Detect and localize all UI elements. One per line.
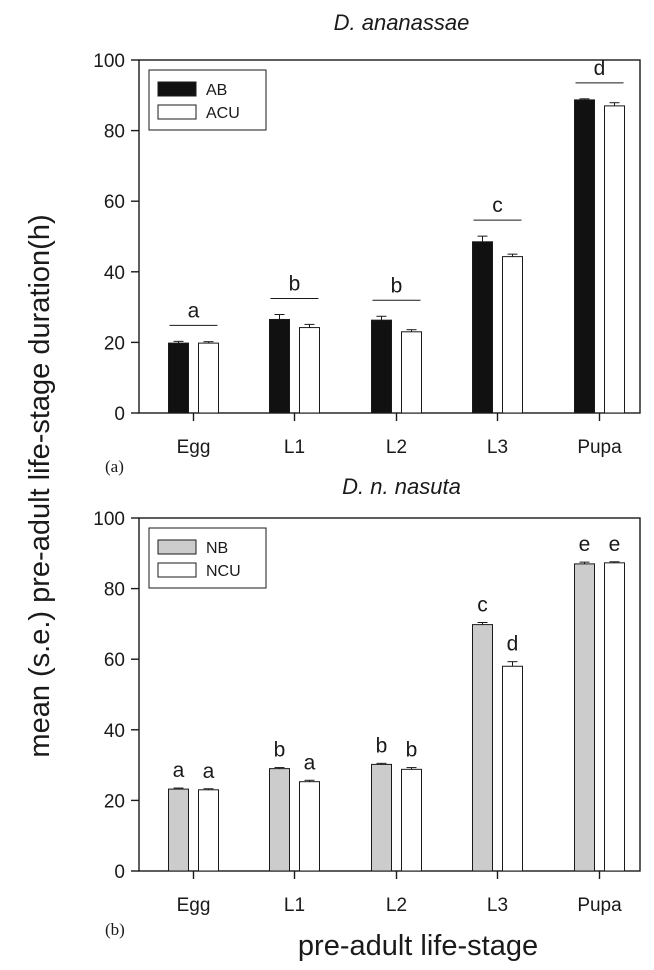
x-tick-label: Egg — [177, 895, 211, 916]
bar-ncu — [401, 768, 422, 872]
y-tick-label: 100 — [93, 509, 125, 530]
significance-letter: e — [609, 533, 621, 556]
bar-nb — [472, 624, 493, 872]
y-tick-label: 80 — [104, 122, 125, 143]
bar-ab — [168, 342, 189, 414]
x-axis-title: pre-adult life-stage — [298, 930, 538, 962]
bar-ncu — [299, 781, 320, 872]
y-tick-label: 20 — [104, 791, 125, 812]
significance-letter: c — [492, 194, 503, 217]
significance-letter: b — [391, 274, 403, 297]
significance-letter: b — [376, 734, 388, 757]
bar-acu — [401, 331, 422, 414]
chart-title: D. n. nasuta — [342, 474, 461, 499]
bar-nb — [574, 563, 595, 872]
significance-letter: d — [507, 633, 519, 656]
y-tick-label: 0 — [114, 862, 125, 883]
y-tick-label: 40 — [104, 721, 125, 742]
x-tick-label: L3 — [487, 895, 508, 916]
bar-acu — [502, 256, 523, 414]
y-tick-label: 20 — [104, 333, 125, 354]
legend-label-acu: ACU — [206, 105, 240, 122]
significance-letter: d — [594, 57, 606, 80]
x-tick-label: L2 — [386, 437, 407, 458]
bar-ab — [574, 99, 595, 414]
bar-ab — [371, 319, 392, 414]
bar-ab — [269, 318, 290, 414]
significance-letter: a — [203, 760, 215, 783]
x-tick-label: Egg — [177, 437, 211, 458]
bar-nb — [371, 763, 392, 872]
bar-acu — [299, 327, 320, 414]
legend-label-ncu: NCU — [206, 563, 241, 580]
y-axis-title: mean (s.e.) pre-adult life-stage duratio… — [24, 214, 56, 757]
x-tick-label: Pupa — [577, 437, 622, 458]
x-tick-label: L2 — [386, 895, 407, 916]
chart-title: D. ananassae — [334, 10, 470, 35]
y-tick-label: 40 — [104, 263, 125, 284]
significance-letter: a — [173, 759, 185, 782]
significance-letter: a — [304, 751, 316, 774]
panel-label: (a) — [105, 457, 124, 476]
panel-a: D. ananassae 0 20 40 60 80 100 Egg L1 L2 L3 Pupa a b b… — [93, 10, 641, 476]
bar-ab — [472, 241, 493, 414]
bar-acu — [198, 342, 219, 414]
significance-letter: b — [274, 739, 286, 762]
legend-box — [148, 69, 267, 131]
significance-letter: a — [188, 299, 200, 322]
x-tick-label: L3 — [487, 437, 508, 458]
y-tick-label: 60 — [104, 192, 125, 213]
legend-label-ab: AB — [206, 82, 227, 99]
legend-swatch-acu — [157, 104, 197, 120]
significance-letter: b — [289, 273, 301, 296]
legend-swatch-ab — [157, 81, 197, 97]
x-tick-label: L1 — [284, 895, 305, 916]
significance-letter: e — [579, 533, 591, 556]
panel-label: (b) — [105, 920, 125, 939]
y-tick-label: 100 — [93, 51, 125, 72]
significance-letter: b — [406, 739, 418, 762]
y-tick-label: 80 — [104, 580, 125, 601]
x-tick-label: L1 — [284, 437, 305, 458]
y-tick-label: 60 — [104, 650, 125, 671]
legend-box — [148, 527, 267, 589]
legend-swatch-nb — [157, 539, 197, 555]
bar-ncu — [198, 789, 219, 872]
bar-ncu — [604, 562, 625, 872]
legend-swatch-ncu — [157, 562, 197, 578]
bar-nb — [269, 768, 290, 872]
x-tick-label: Pupa — [577, 895, 622, 916]
bar-acu — [604, 105, 625, 414]
bar-ncu — [502, 665, 523, 872]
bar-nb — [168, 788, 189, 872]
significance-letter: c — [477, 593, 488, 616]
legend-label-nb: NB — [206, 540, 228, 557]
y-tick-label: 0 — [114, 404, 125, 425]
